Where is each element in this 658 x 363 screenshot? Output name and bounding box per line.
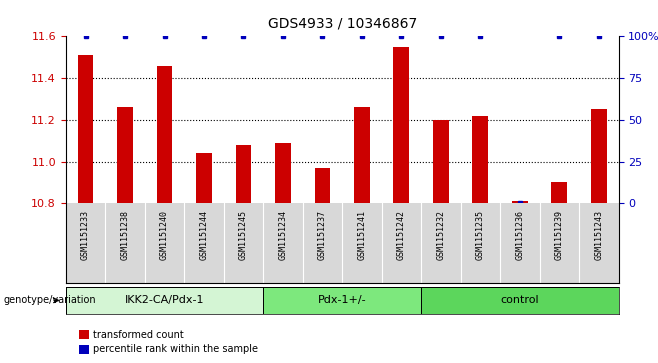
Text: GSM1151235: GSM1151235 [476,210,485,260]
Text: GSM1151237: GSM1151237 [318,210,327,260]
Text: GSM1151243: GSM1151243 [594,210,603,260]
Text: GSM1151236: GSM1151236 [515,210,524,260]
Text: GSM1151241: GSM1151241 [357,210,367,260]
Bar [157,65,172,203]
Bar [117,107,133,203]
Bar [315,168,330,203]
Bar [433,120,449,203]
Text: genotype/variation: genotype/variation [3,295,96,305]
Text: GSM1151234: GSM1151234 [278,210,288,260]
Bar [236,145,251,203]
Text: GSM1151238: GSM1151238 [120,210,130,260]
Bar [393,47,409,203]
Text: IKK2-CA/Pdx-1: IKK2-CA/Pdx-1 [125,295,204,305]
Bar [512,201,528,203]
Bar [263,287,421,314]
Text: Pdx-1+/-: Pdx-1+/- [318,295,367,305]
Bar [551,183,567,203]
Bar [591,109,607,203]
Text: control: control [501,295,539,305]
Text: transformed count: transformed count [93,330,184,340]
Text: percentile rank within the sample: percentile rank within the sample [93,344,259,354]
Text: GSM1151244: GSM1151244 [199,210,209,260]
Bar [275,143,291,203]
Bar [472,116,488,203]
Bar [196,153,212,203]
Bar [66,287,263,314]
Bar [78,55,93,203]
Text: GSM1151245: GSM1151245 [239,210,248,260]
Bar [421,287,619,314]
Text: GSM1151239: GSM1151239 [555,210,564,260]
Text: GSM1151242: GSM1151242 [397,210,406,260]
Text: GSM1151240: GSM1151240 [160,210,169,260]
Title: GDS4933 / 10346867: GDS4933 / 10346867 [268,17,417,31]
Bar [354,107,370,203]
Text: GSM1151233: GSM1151233 [81,210,90,260]
Text: GSM1151232: GSM1151232 [436,210,445,260]
